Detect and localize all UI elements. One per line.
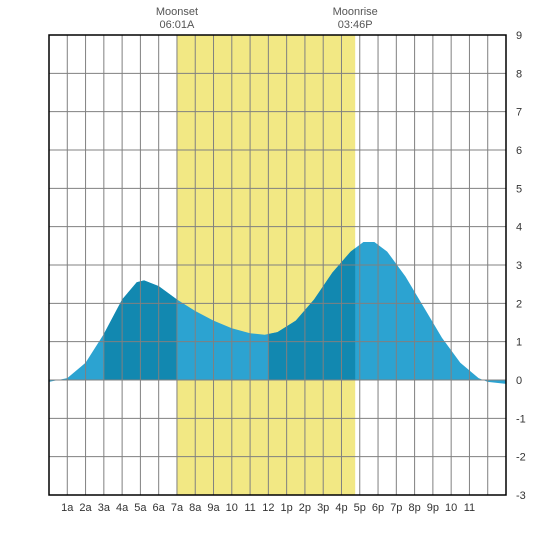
- svg-text:11: 11: [244, 502, 255, 514]
- svg-text:-2: -2: [516, 452, 526, 464]
- moonrise-label: Moonrise: [325, 6, 385, 19]
- svg-text:2a: 2a: [79, 502, 92, 514]
- svg-text:3: 3: [516, 260, 522, 272]
- moonset-time: 06:01A: [147, 19, 207, 32]
- svg-text:1a: 1a: [61, 502, 74, 514]
- svg-text:9: 9: [516, 30, 522, 42]
- svg-text:3a: 3a: [98, 502, 111, 514]
- svg-text:5: 5: [516, 183, 522, 195]
- svg-text:5p: 5p: [354, 502, 366, 514]
- svg-text:9p: 9p: [427, 502, 439, 514]
- svg-text:1: 1: [516, 337, 522, 349]
- svg-text:10: 10: [226, 502, 238, 514]
- svg-text:12: 12: [262, 502, 274, 514]
- tide-chart: Moonset 06:01A Moonrise 03:46P 1a2a3a4a5…: [0, 0, 550, 550]
- svg-text:8: 8: [516, 68, 522, 80]
- svg-text:4p: 4p: [335, 502, 347, 514]
- svg-text:8a: 8a: [189, 502, 202, 514]
- svg-text:0: 0: [516, 375, 522, 387]
- svg-text:2p: 2p: [299, 502, 311, 514]
- svg-text:9a: 9a: [207, 502, 220, 514]
- moonset-label: Moonset: [147, 6, 207, 19]
- svg-text:8p: 8p: [408, 502, 420, 514]
- svg-text:4a: 4a: [116, 502, 129, 514]
- svg-text:4: 4: [516, 222, 522, 234]
- svg-text:6: 6: [516, 145, 522, 157]
- moonset-annotation: Moonset 06:01A: [147, 6, 207, 32]
- moonrise-annotation: Moonrise 03:46P: [325, 6, 385, 32]
- svg-text:10: 10: [445, 502, 457, 514]
- svg-text:6p: 6p: [372, 502, 384, 514]
- svg-text:2: 2: [516, 298, 522, 310]
- chart-svg: 1a2a3a4a5a6a7a8a9a1011121p2p3p4p5p6p7p8p…: [0, 0, 550, 550]
- svg-text:1p: 1p: [281, 502, 293, 514]
- svg-text:11: 11: [464, 502, 475, 514]
- svg-text:7p: 7p: [390, 502, 402, 514]
- svg-text:6a: 6a: [153, 502, 166, 514]
- svg-text:7a: 7a: [171, 502, 184, 514]
- svg-text:-3: -3: [516, 490, 526, 502]
- svg-text:-1: -1: [516, 413, 526, 425]
- svg-text:3p: 3p: [317, 502, 329, 514]
- moonrise-time: 03:46P: [325, 19, 385, 32]
- svg-text:5a: 5a: [134, 502, 147, 514]
- svg-text:7: 7: [516, 107, 522, 119]
